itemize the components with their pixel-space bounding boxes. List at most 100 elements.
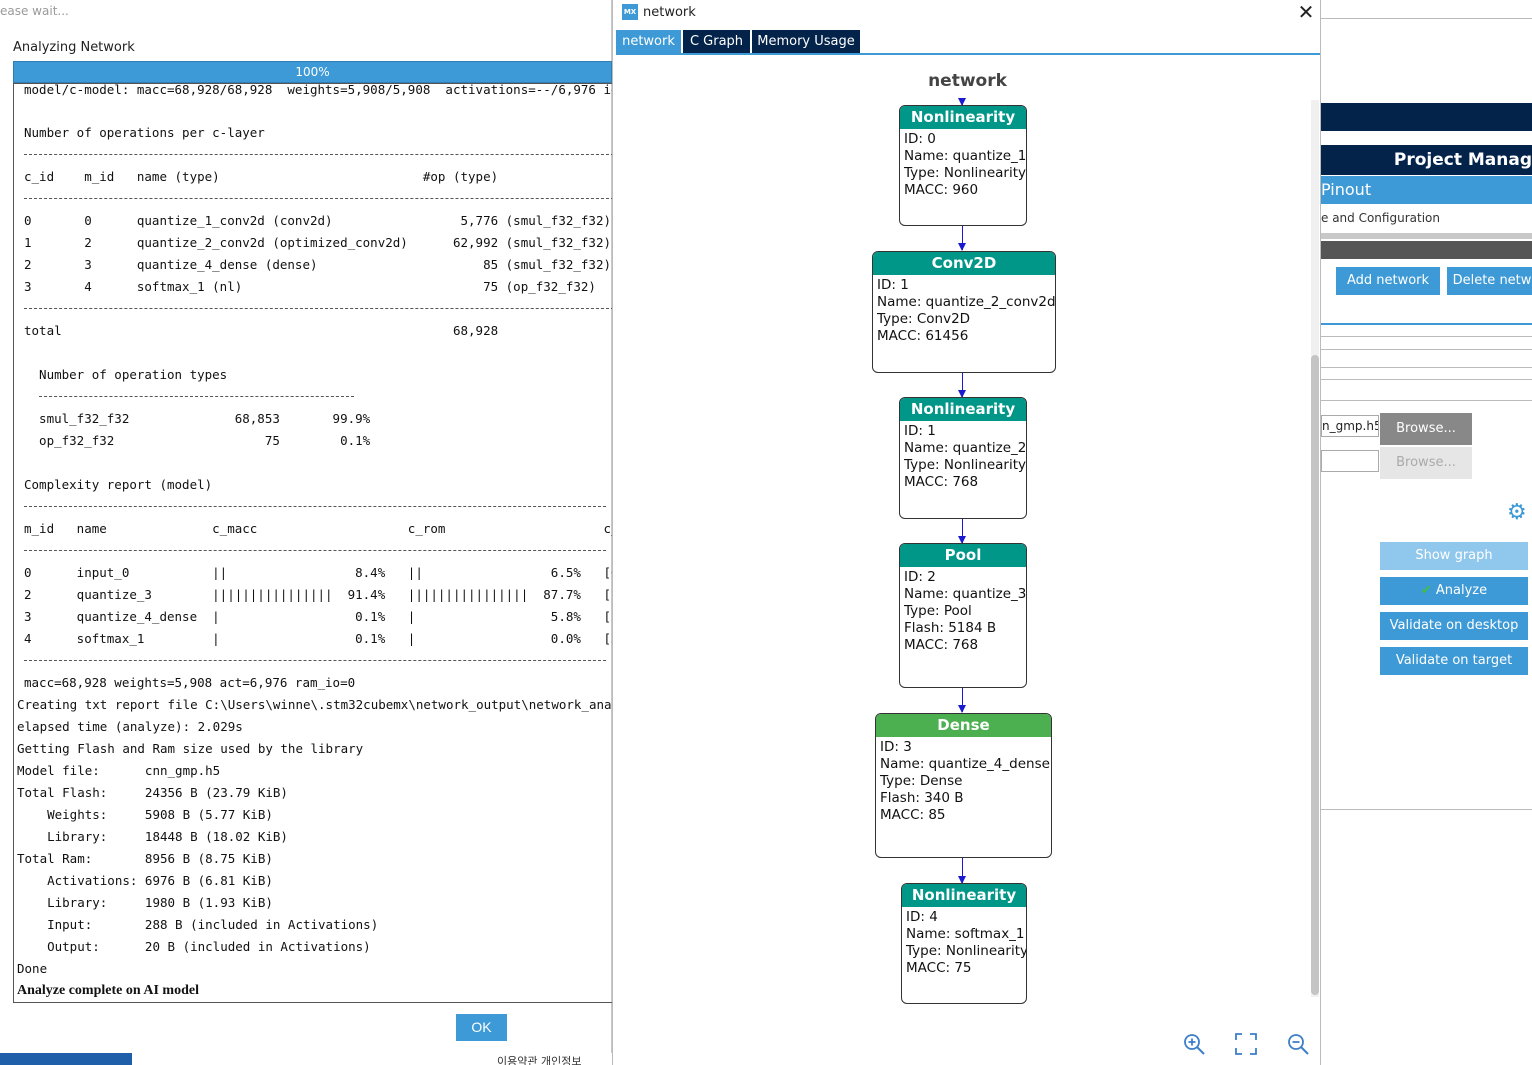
node-header: Pool (900, 544, 1026, 567)
browse-button-disabled[interactable]: Browse... (1380, 447, 1472, 479)
edge-arrow (958, 226, 966, 251)
separator (24, 550, 606, 551)
log-line: elapsed time (analyze): 2.029s (17, 719, 243, 734)
graph-node-pool-2[interactable]: Pool ID: 2 Name: quantize_3 Type: Pool F… (899, 543, 1027, 688)
delete-network-button[interactable]: Delete netw (1447, 267, 1532, 295)
node-macc: MACC: 75 (906, 960, 972, 976)
log-line: Getting Flash and Ram size used by the l… (17, 741, 364, 756)
vertical-scrollbar[interactable] (1311, 100, 1319, 997)
model-file-input[interactable]: n_gmp.h5 (1321, 415, 1379, 437)
separator (24, 198, 613, 199)
file-input[interactable] (1321, 450, 1379, 472)
scrollbar-thumb[interactable] (1311, 355, 1319, 995)
taskbar-text: 이용약관 개인정보 (497, 1055, 582, 1065)
project-manager-tab[interactable]: Project Manag (1321, 145, 1532, 175)
log-line: Creating txt report file C:\Users\winne\… (17, 697, 613, 712)
separator (24, 506, 606, 507)
node-name: Name: quantize_4_dense (880, 756, 1050, 772)
tab-c-graph[interactable]: C Graph (683, 30, 750, 53)
node-name: Name: softmax_1 (906, 926, 1025, 942)
pinout-tab[interactable]: Pinout (1321, 176, 1532, 204)
log-line: m_id name c_macc c_rom c_id (24, 521, 613, 536)
divider (1321, 336, 1532, 337)
log-line: 0 0 quantize_1_conv2d (conv2d) 5,776 (sm… (24, 213, 611, 228)
log-line: c_id m_id name (type) #op (type) (24, 169, 499, 184)
log-line: Weights: 5908 B (5.77 KiB) (17, 807, 273, 822)
graph-node-nonlinearity-1[interactable]: Nonlinearity ID: 1 Name: quantize_2 Type… (899, 397, 1027, 519)
project-manager-label: Project Manag (1393, 150, 1532, 170)
graph-node-conv2d-1[interactable]: Conv2D ID: 1 Name: quantize_2_conv2d Typ… (872, 251, 1056, 373)
log-line: total 68,928 (24, 323, 499, 338)
divider (1321, 323, 1532, 325)
ok-button[interactable]: OK (456, 1014, 507, 1041)
divider (1321, 400, 1532, 401)
tab-memory-usage[interactable]: Memory Usage (752, 30, 860, 53)
node-macc: MACC: 768 (904, 637, 979, 653)
node-header: Conv2D (873, 252, 1055, 275)
edge-arrow (958, 373, 966, 398)
validate-target-button[interactable]: Validate on target (1380, 647, 1528, 675)
separator (24, 308, 613, 309)
separator (24, 660, 606, 661)
node-name: Name: quantize_2_conv2d (877, 294, 1056, 310)
log-line: op_f32_f32 75 0.1% (24, 433, 371, 448)
tab-network[interactable]: network (616, 30, 681, 53)
node-type: Type: Nonlinearity (904, 165, 1026, 181)
node-id: ID: 1 (904, 423, 936, 439)
log-line: 3 4 softmax_1 (nl) 75 (op_f32_f32) (24, 279, 596, 294)
taskbar (0, 1053, 132, 1065)
edge-arrow (958, 858, 966, 884)
node-name: Name: quantize_1 (904, 148, 1027, 164)
log-line: Total Ram: 8956 B (8.75 KiB) (17, 851, 273, 866)
log-line: Library: 18448 B (18.02 KiB) (17, 829, 288, 844)
analysis-log: model/c-model: macc=68,928/68,928 weight… (13, 83, 613, 1003)
graph-node-nonlinearity-0[interactable]: Nonlinearity ID: 0 Name: quantize_1 Type… (899, 105, 1027, 226)
analyze-complete-message: Analyze complete on AI model (17, 983, 199, 998)
browse-button[interactable]: Browse... (1380, 413, 1472, 445)
log-line: Done (17, 961, 48, 976)
node-id: ID: 1 (877, 277, 909, 293)
node-type: Type: Nonlinearity (906, 943, 1027, 959)
add-network-button[interactable]: Add network (1336, 267, 1440, 295)
fit-screen-icon[interactable] (1234, 1032, 1258, 1056)
section-bar (1321, 241, 1532, 259)
node-macc: MACC: 85 (880, 807, 946, 823)
graph-node-dense-3[interactable]: Dense ID: 3 Name: quantize_4_dense Type:… (875, 713, 1052, 858)
node-macc: MACC: 768 (904, 474, 979, 490)
graph-title: network (928, 71, 1007, 91)
close-icon[interactable]: ✕ (1297, 0, 1315, 24)
zoom-in-icon[interactable] (1182, 1032, 1206, 1056)
show-graph-button[interactable]: Show graph (1380, 542, 1528, 570)
log-line: Number of operations per c-layer (24, 125, 265, 140)
node-macc: MACC: 960 (904, 182, 979, 198)
separator (24, 154, 613, 155)
header-bar (1321, 103, 1532, 131)
graph-node-nonlinearity-4[interactable]: Nonlinearity ID: 4 Name: softmax_1 Type:… (901, 883, 1027, 1004)
node-header: Nonlinearity (900, 106, 1026, 129)
gear-icon[interactable]: ⚙ (1507, 500, 1527, 525)
node-id: ID: 2 (904, 569, 936, 585)
configuration-label: e and Configuration (1321, 211, 1440, 225)
node-name: Name: quantize_2 (904, 440, 1027, 456)
divider (1321, 349, 1532, 350)
analyze-window: ease wait... Analyzing Network 100% mode… (0, 0, 613, 1053)
log-line: Model file: cnn_gmp.h5 (17, 763, 221, 778)
divider (1321, 809, 1532, 810)
separator (39, 396, 354, 397)
progress-text: 100% (295, 65, 330, 79)
log-line: Output: 20 B (included in Activations) (17, 939, 371, 954)
pinout-label: Pinout (1321, 180, 1372, 199)
zoom-out-icon[interactable] (1286, 1032, 1310, 1056)
log-line: 4 softmax_1 | 0.1% | 0.0% [3] (24, 631, 613, 646)
node-id: ID: 4 (906, 909, 938, 925)
log-line: 1 2 quantize_2_conv2d (optimized_conv2d)… (24, 235, 611, 250)
log-line: 0 input_0 || 8.4% || 6.5% [0] (24, 565, 613, 580)
node-type: Type: Dense (880, 773, 963, 789)
tab-underline (616, 53, 1320, 55)
analyze-button[interactable]: ✔ Analyze (1380, 577, 1528, 605)
validate-desktop-button[interactable]: Validate on desktop (1380, 612, 1528, 640)
check-icon: ✔ (1420, 583, 1432, 598)
node-header: Nonlinearity (902, 884, 1026, 907)
edge-arrow (958, 98, 966, 106)
node-macc: MACC: 61456 (877, 328, 969, 344)
